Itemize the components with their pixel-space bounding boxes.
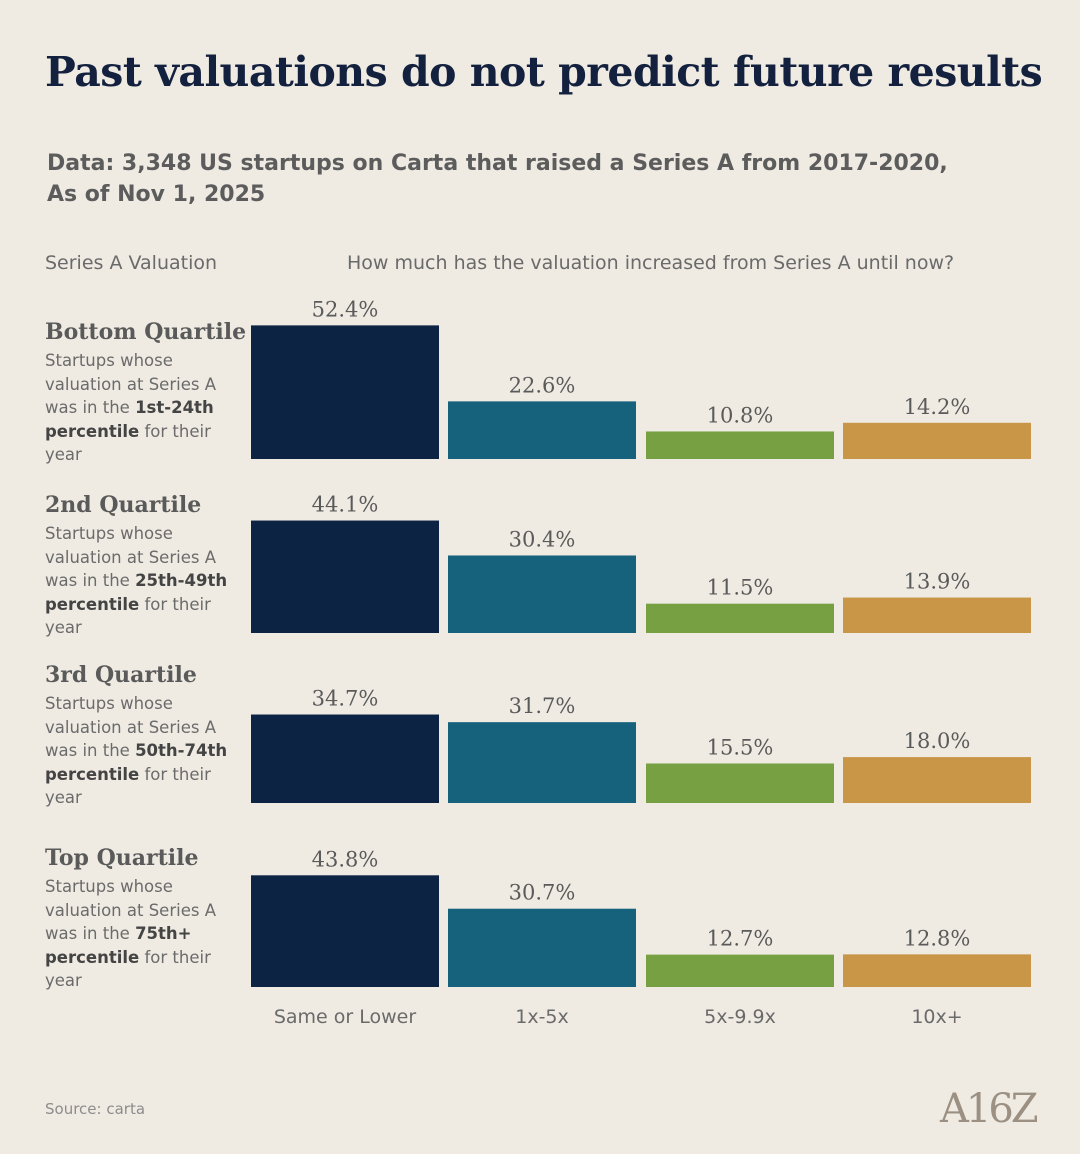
data-label: 22.6% <box>509 373 576 397</box>
bar-3rd-quartile-1x-5x <box>448 722 636 803</box>
data-label: 12.8% <box>904 926 971 950</box>
data-label: 30.4% <box>509 527 576 551</box>
column-header: How much has the valuation increased fro… <box>347 252 955 274</box>
bar-bottom-quartile-same-or-lower <box>251 325 439 459</box>
bar-3rd-quartile-5x-9-9x <box>646 763 834 803</box>
row-title: Top Quartile <box>45 845 199 871</box>
row-description: Startups whose valuation at Series A was… <box>45 524 228 637</box>
data-label: 52.4% <box>312 297 379 321</box>
category-label: 1x-5x <box>515 1006 569 1028</box>
bar-top-quartile-10x <box>843 954 1031 987</box>
category-label: 10x+ <box>911 1006 962 1028</box>
row-title: 2nd Quartile <box>45 492 202 518</box>
bar-top-quartile-5x-9-9x <box>646 954 834 987</box>
row-header: Series A Valuation <box>45 252 218 274</box>
chart-title: Past valuations do not predict future re… <box>45 48 1043 96</box>
data-label: 10.8% <box>707 403 774 427</box>
chart-subtitle: Data: 3,348 US startups on Carta that ra… <box>47 148 948 210</box>
bar-bottom-quartile-5x-9-9x <box>646 431 834 459</box>
row-title: 3rd Quartile <box>45 662 197 688</box>
row-label-top-quartile: Top Quartile Startups whose valuation at… <box>45 845 240 993</box>
bar-3rd-quartile-same-or-lower <box>251 714 439 803</box>
bar-top-quartile-1x-5x <box>448 908 636 987</box>
row-description: Startups whose valuation at Series A was… <box>45 351 216 464</box>
bar-top-quartile-same-or-lower <box>251 875 439 987</box>
data-label: 12.7% <box>707 927 774 951</box>
data-label: 34.7% <box>312 687 379 711</box>
category-label: Same or Lower <box>274 1006 417 1028</box>
row-title: Bottom Quartile <box>45 319 247 345</box>
row-label-bottom-quartile: Bottom Quartile Startups whose valuation… <box>45 319 247 467</box>
subtitle-line-2: As of Nov 1, 2025 <box>47 182 266 207</box>
bar-3rd-quartile-10x <box>843 757 1031 803</box>
row-description: Startups whose valuation at Series A was… <box>45 877 216 990</box>
data-label: 31.7% <box>509 694 576 718</box>
a16z-logo: A16Z <box>940 1086 1039 1132</box>
data-label: 43.8% <box>312 847 379 871</box>
data-label: 18.0% <box>904 729 971 753</box>
bar-bottom-quartile-10x <box>843 422 1031 459</box>
data-label: 44.1% <box>312 493 379 517</box>
bar-2nd-quartile-1x-5x <box>448 555 636 633</box>
data-label: 11.5% <box>707 576 774 600</box>
data-label: 30.7% <box>509 881 576 905</box>
source-note: Source: carta <box>45 1100 146 1118</box>
bar-bottom-quartile-1x-5x <box>448 401 636 459</box>
category-label: 5x-9.9x <box>704 1006 776 1028</box>
row-label-2nd-quartile: 2nd Quartile Startups whose valuation at… <box>45 492 240 640</box>
bar-2nd-quartile-same-or-lower <box>251 520 439 633</box>
subtitle-line-1: Data: 3,348 US startups on Carta that ra… <box>47 151 948 176</box>
data-label: 15.5% <box>707 735 774 759</box>
row-label-3rd-quartile: 3rd Quartile Startups whose valuation at… <box>45 662 240 810</box>
bar-2nd-quartile-5x-9-9x <box>646 603 834 633</box>
data-label: 14.2% <box>904 395 971 419</box>
row-description: Startups whose valuation at Series A was… <box>45 694 228 807</box>
bar-2nd-quartile-10x <box>843 597 1031 633</box>
data-label: 13.9% <box>904 570 971 594</box>
